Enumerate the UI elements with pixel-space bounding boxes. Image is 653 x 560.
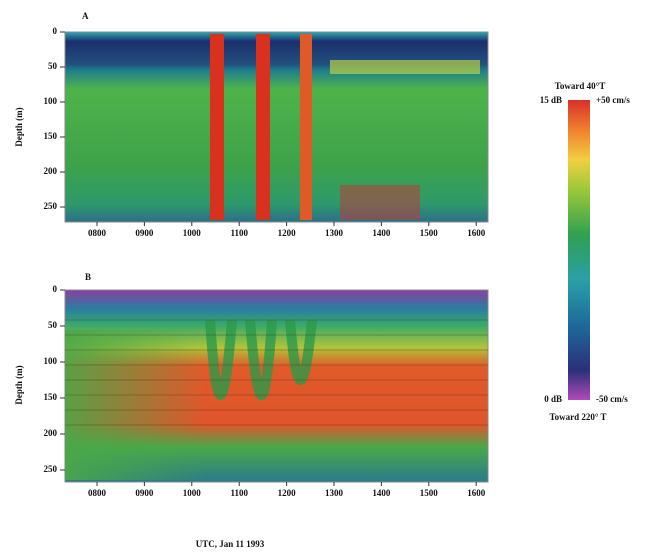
colorbar: [568, 100, 590, 400]
x-tick-label: 1500: [420, 488, 439, 498]
y-tick-label: 50: [48, 320, 58, 330]
x-tick-label: 1300: [325, 488, 344, 498]
x-tick-label: 0900: [135, 488, 154, 498]
x-tick-label: 1000: [183, 228, 202, 238]
panel-a-image: [64, 31, 489, 223]
x-tick-label: 1400: [372, 488, 391, 498]
x-tick-label: 1400: [372, 228, 391, 238]
x-tick-label: 1600: [467, 488, 486, 498]
y-axis-label: Depth (m): [14, 365, 24, 404]
x-tick-label: 1500: [420, 228, 439, 238]
colorbar-title: Toward 220° T: [549, 412, 606, 422]
x-tick-label: 1600: [467, 228, 486, 238]
y-tick-label: 100: [44, 96, 58, 106]
x-axis-label: UTC, Jan 11 1993: [196, 539, 265, 549]
panel-label: A: [82, 11, 89, 21]
x-tick-label: 1100: [230, 488, 248, 498]
x-tick-label: 1200: [278, 228, 297, 238]
colorbar-title: Toward 40°T: [555, 81, 606, 91]
x-tick-label: 1200: [278, 488, 297, 498]
panel-label: B: [85, 272, 91, 282]
x-tick-label: 1000: [183, 488, 202, 498]
x-tick-label: 1300: [325, 228, 344, 238]
y-tick-label: 250: [44, 464, 58, 474]
x-tick-label: 0800: [88, 488, 107, 498]
y-tick-label: 150: [44, 392, 58, 402]
y-tick-label: 0: [53, 26, 58, 36]
x-tick-label: 0900: [135, 228, 154, 238]
panel-b-image: [64, 289, 489, 483]
colorbar-label: +50 cm/s: [596, 95, 630, 105]
colorbar-label: 0 dB: [544, 394, 562, 404]
y-axis-label: Depth (m): [14, 107, 24, 146]
x-tick-label: 1100: [230, 228, 248, 238]
colorbar-label: -50 cm/s: [596, 394, 628, 404]
y-tick-label: 50: [48, 61, 58, 71]
y-tick-label: 100: [44, 356, 58, 366]
y-tick-label: 250: [44, 201, 58, 211]
x-tick-label: 0800: [88, 228, 107, 238]
y-tick-label: 150: [44, 131, 58, 141]
y-tick-label: 200: [44, 428, 58, 438]
y-tick-label: 200: [44, 166, 58, 176]
colorbar-label: 15 dB: [540, 95, 562, 105]
y-tick-label: 0: [53, 284, 58, 294]
